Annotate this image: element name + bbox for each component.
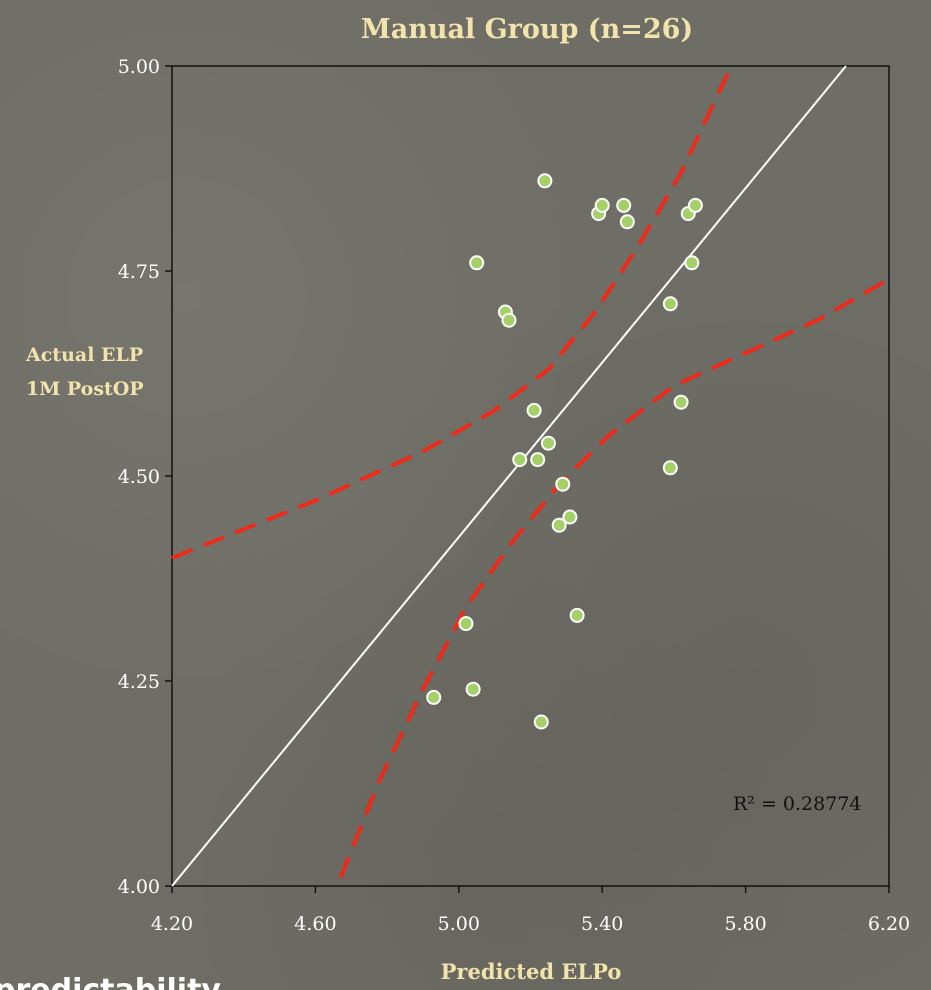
data-point: [469, 255, 485, 271]
y-tick-label: 4.50: [118, 466, 160, 488]
y-axis-label: Actual ELP 1M PostOP: [25, 344, 144, 400]
x-tick-label: 4.60: [294, 913, 336, 935]
data-point: [512, 452, 528, 468]
x-tick-label: 5.00: [438, 913, 480, 935]
data-point: [673, 394, 689, 410]
data-point: [616, 197, 632, 213]
lower-confidence-band: [338, 277, 890, 879]
x-tick-label: 5.40: [581, 913, 623, 935]
r-squared-annotation: R² = 0.28774: [733, 793, 862, 815]
x-axis: 4.20 4.60 5.00 5.40 5.80 6.20: [151, 886, 910, 935]
x-tick-label: 4.20: [151, 913, 193, 935]
y-tick-label: 4.00: [118, 876, 160, 898]
data-point: [555, 476, 571, 492]
x-axis-label: Predicted ELPo: [441, 959, 622, 984]
data-point: [594, 197, 610, 213]
data-point: [619, 214, 635, 230]
upper-confidence-band: [171, 65, 734, 560]
x-tick-label: 6.20: [868, 913, 910, 935]
data-point: [533, 714, 549, 730]
data-point: [426, 689, 442, 705]
y-tick-label: 5.00: [118, 56, 160, 78]
data-point: [562, 509, 578, 525]
y-tick-label: 4.75: [118, 261, 160, 283]
data-point: [537, 173, 553, 189]
data-point: [662, 460, 678, 476]
y-axis: 4.00 4.25 4.50 4.75 5.00: [118, 56, 172, 898]
plot-area: [171, 65, 890, 887]
y-axis-label-line-2: 1M PostOP: [26, 378, 144, 400]
data-point: [569, 607, 585, 623]
data-point: [530, 452, 546, 468]
data-point: [540, 435, 556, 451]
data-point: [501, 312, 517, 328]
data-point: [684, 255, 700, 271]
chart-title: Manual Group (n=26): [361, 14, 693, 45]
data-point: [662, 296, 678, 312]
regression-line-group: [171, 65, 847, 887]
data-point: [526, 402, 542, 418]
y-tick-label: 4.25: [118, 671, 160, 693]
data-point: [551, 517, 567, 533]
y-axis-label-line-1: Actual ELP: [25, 344, 143, 366]
data-points: [426, 173, 703, 730]
data-point: [687, 197, 703, 213]
partial-caption-text: predictability: [0, 973, 221, 990]
data-point: [458, 616, 474, 632]
data-point: [465, 681, 481, 697]
x-tick-label: 5.80: [724, 913, 766, 935]
regression-line: [171, 65, 847, 887]
